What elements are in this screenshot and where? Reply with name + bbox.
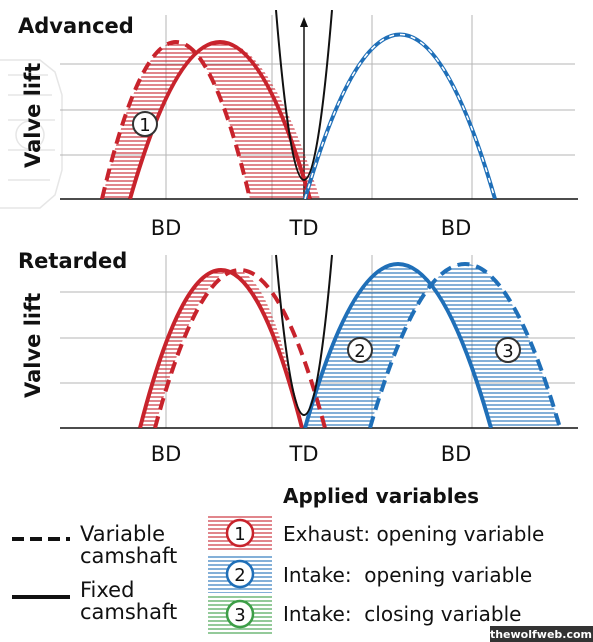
retarded-bd-right: BD [441, 442, 472, 466]
retarded-panel: 2 3 Retarded Valve lift BD TD BD [18, 249, 578, 466]
retarded-title: Retarded [18, 249, 127, 273]
legend-label-exhaust: Exhaust: opening variable [283, 522, 544, 546]
exhaust-fixed-curve-retarded [138, 268, 304, 428]
svg-text:thewolfweb.com: thewolfweb.com [490, 628, 592, 641]
svg-text:2: 2 [354, 341, 365, 362]
advanced-title: Advanced [18, 14, 134, 38]
svg-text:3: 3 [234, 605, 245, 626]
marker-2: 2 [347, 337, 373, 363]
advanced-axis-arrow [300, 17, 308, 27]
advanced-td: TD [289, 216, 319, 240]
piston-curve [275, 10, 333, 181]
exhaust-variable-curve [100, 40, 252, 199]
marker-3: 3 [495, 337, 521, 363]
advanced-bd-right: BD [441, 216, 472, 240]
legend-title: Applied variables [283, 484, 479, 508]
svg-text:2: 2 [234, 565, 245, 586]
svg-text:1: 1 [139, 115, 150, 136]
advanced-bd-left: BD [151, 216, 182, 240]
legend-swatch-exhaust: 1 [208, 514, 272, 552]
legend-label-intake-closing: Intake: closing variable [283, 602, 521, 626]
intake-opening-area [305, 264, 560, 428]
marker-1: 1 [132, 111, 158, 137]
exhaust-variable-curve-retarded [153, 268, 327, 428]
retarded-bd-left: BD [151, 442, 182, 466]
fixed-label-2: camshaft [80, 600, 177, 624]
watermark: thewolfweb.com [490, 626, 593, 642]
legend-label-intake-opening: Intake: opening variable [283, 563, 532, 587]
piston-curve-retarded [275, 254, 333, 416]
legend-swatch-intake-closing: 3 [208, 596, 272, 634]
legend: Applied variables Variable camshaft Fixe… [12, 484, 544, 634]
intake-fixed-curve [303, 32, 497, 199]
intake-fixed-curve-retarded [303, 262, 493, 428]
fixed-label-1: Fixed [80, 578, 134, 602]
background-engine-sketch [0, 59, 63, 209]
variable-label-2: camshaft [80, 544, 177, 568]
retarded-td: TD [289, 442, 319, 466]
retarded-ylabel: Valve lift [21, 293, 45, 398]
variable-label-1: Variable [80, 522, 165, 546]
svg-text:1: 1 [234, 524, 245, 545]
legend-swatch-intake-opening: 2 [208, 555, 272, 593]
intake-variable-curve-retarded [368, 262, 562, 428]
advanced-ylabel: Valve lift [21, 63, 45, 168]
svg-text:3: 3 [502, 341, 513, 362]
advanced-panel: 1 Advanced Valve lift BD TD BD [18, 10, 578, 240]
